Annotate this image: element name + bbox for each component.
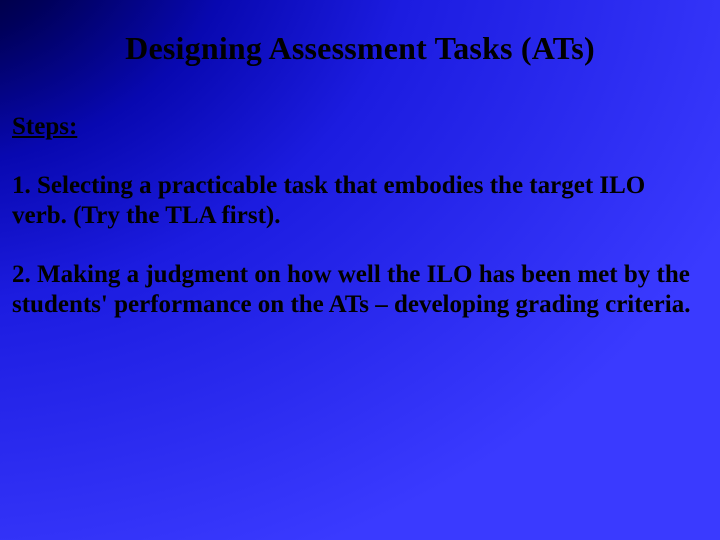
step-1: 1. Selecting a practicable task that emb…: [12, 171, 696, 230]
slide: Designing Assessment Tasks (ATs) Steps: …: [0, 0, 720, 540]
steps-heading: Steps:: [12, 113, 720, 141]
step-2: 2. Making a judgment on how well the ILO…: [12, 260, 696, 319]
steps-list: 1. Selecting a practicable task that emb…: [12, 171, 696, 319]
slide-title: Designing Assessment Tasks (ATs): [0, 0, 720, 67]
